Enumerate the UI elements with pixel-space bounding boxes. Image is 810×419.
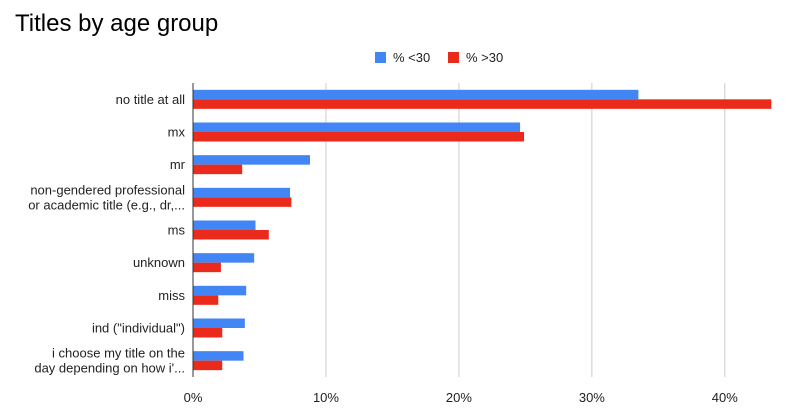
bar-over-30 (193, 99, 772, 109)
category-label: non-gendered professional or academic tit… (28, 182, 185, 212)
legend: % <30 % >30 (375, 50, 503, 65)
bar-over-30 (193, 262, 221, 273)
category-label: mr (170, 157, 186, 172)
bar-over-30 (193, 132, 525, 142)
chart-title: Titles by age group (15, 10, 219, 37)
legend-label: % <30 (393, 50, 430, 65)
bar-under-30 (193, 122, 521, 132)
category-label: no title at all (116, 92, 185, 107)
bars-layer (193, 89, 772, 371)
bar-under-30 (193, 89, 639, 100)
bar-under-30 (193, 187, 291, 198)
x-tick-label: 30% (579, 390, 605, 405)
category-label: miss (158, 288, 185, 303)
x-tick-label: 20% (446, 390, 472, 405)
legend-swatch (375, 52, 386, 63)
bar-over-30 (193, 164, 243, 175)
bar-under-30 (193, 351, 244, 361)
x-tick-label: 10% (313, 390, 339, 405)
bar-over-30 (193, 295, 219, 305)
legend-label: % >30 (466, 50, 503, 65)
category-label: unknown (133, 255, 185, 270)
bar-over-30 (193, 197, 292, 207)
x-tick-label: 0% (184, 390, 203, 405)
legend-swatch (448, 52, 459, 63)
bar-over-30 (193, 328, 223, 338)
bar-under-30 (193, 253, 255, 263)
category-label: i choose my title on the day depending on… (34, 346, 185, 376)
category-label: mx (168, 125, 186, 140)
labels-layer: 0% 10% 20% 30% 40% no title at all mx mr non-gen… (28, 92, 738, 405)
category-label: ms (168, 223, 186, 238)
x-tick-label: 40% (712, 390, 738, 405)
bar-under-30 (193, 220, 256, 230)
bar-under-30 (193, 155, 310, 165)
category-label: ind ("individual") (92, 321, 185, 336)
bar-over-30 (193, 360, 223, 371)
bar-under-30 (193, 318, 245, 328)
bar-over-30 (193, 230, 269, 240)
bar-under-30 (193, 285, 247, 296)
